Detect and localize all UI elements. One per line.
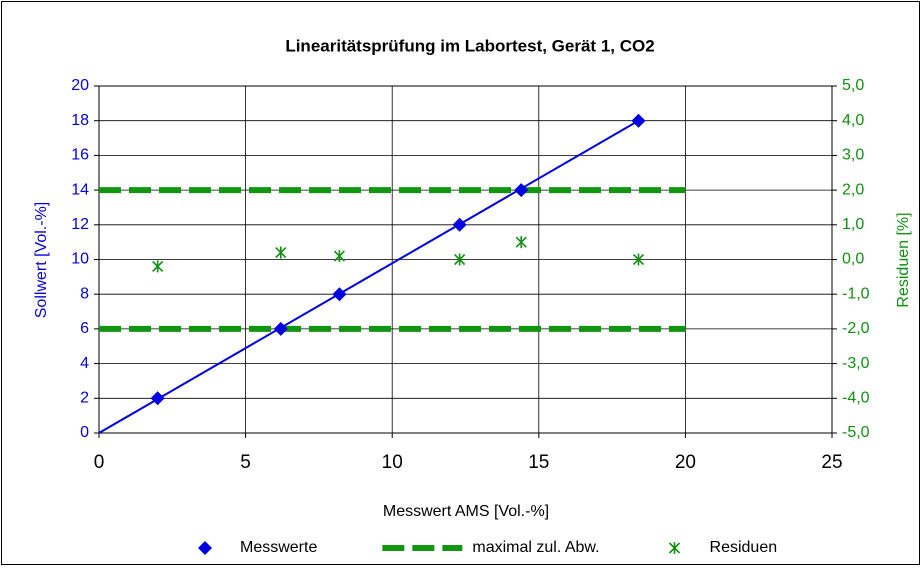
data-point — [332, 287, 347, 302]
y2-tick-label: 4,0 — [842, 112, 864, 129]
x-tick-label: 0 — [94, 452, 105, 473]
y-tick-label: 0 — [80, 424, 89, 441]
x-tick-label: 10 — [382, 452, 403, 473]
y-tick-label: 16 — [71, 147, 89, 164]
y2-tick-label: 1,0 — [842, 216, 864, 233]
series-line — [99, 187, 686, 332]
data-point — [333, 250, 345, 263]
data-point — [452, 217, 467, 232]
y2-tick-label: 5,0 — [842, 77, 864, 94]
series-line — [98, 119, 639, 434]
data-point — [273, 321, 288, 336]
legend-symbol — [668, 542, 681, 554]
legend-symbol — [198, 541, 212, 555]
y2-tick-label: 3,0 — [842, 147, 864, 164]
y2-tick-label: -1,0 — [842, 285, 870, 302]
data-point — [631, 113, 646, 128]
data-point — [152, 260, 164, 273]
x-tick-label: 20 — [675, 452, 696, 473]
data-point — [515, 236, 527, 249]
y-tick-label: 14 — [71, 181, 89, 198]
y2-tick-label: 2,0 — [842, 181, 864, 198]
y-axis-title: Sollwert [Vol.-%] — [33, 202, 50, 318]
data-point — [632, 253, 645, 266]
chart-title: Linearitätsprüfung im Labortest, Gerät 1… — [285, 36, 654, 55]
y2-tick-label: -5,0 — [842, 424, 870, 441]
x-tick-label: 25 — [821, 452, 842, 473]
y2-tick-label: -2,0 — [842, 320, 870, 337]
y2-tick-label: -4,0 — [842, 390, 870, 407]
legend-label: maximal zul. Abw. — [472, 539, 599, 556]
x-tick-label: 5 — [240, 452, 251, 473]
y-tick-label: 20 — [71, 77, 89, 94]
y-tick-label: 12 — [71, 216, 89, 233]
y-tick-label: 4 — [80, 355, 89, 372]
x-tick-label: 15 — [528, 452, 549, 473]
legend-label: Residuen — [710, 539, 778, 556]
y2-tick-label: -3,0 — [842, 355, 870, 372]
legend-label: Messwerte — [240, 539, 317, 556]
y-tick-label: 18 — [71, 112, 89, 129]
y2-axis-title: Residuen [%] — [895, 212, 912, 307]
data-point — [454, 253, 466, 266]
x-axis-title: Messwert AMS [Vol.-%] — [383, 503, 549, 520]
y-tick-label: 6 — [80, 320, 89, 337]
y-tick-label: 8 — [80, 285, 89, 302]
data-point — [275, 246, 287, 259]
y-tick-label: 2 — [80, 390, 89, 407]
y2-tick-label: 0,0 — [842, 251, 864, 268]
data-point — [150, 391, 165, 406]
y-tick-label: 10 — [71, 251, 89, 268]
data-point — [514, 183, 529, 198]
